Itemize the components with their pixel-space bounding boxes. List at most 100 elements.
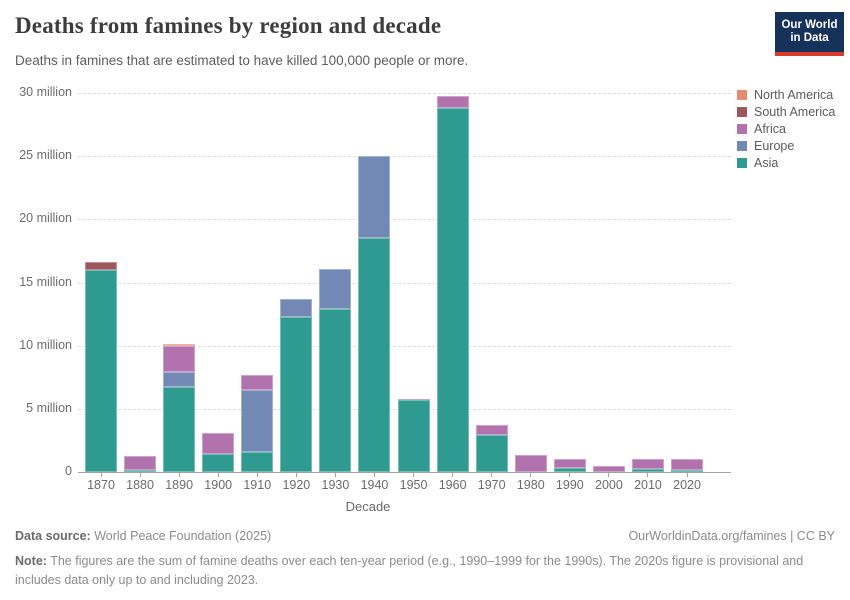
y-tick-label: 10 million (19, 337, 72, 352)
y-tick-label: 30 million (19, 85, 72, 99)
bar-segment-africa-1900[interactable] (202, 433, 235, 454)
bar-segment-asia-1910[interactable] (241, 451, 274, 472)
x-tick-label: 2010 (634, 478, 662, 492)
y-tick-label: 5 million (26, 400, 72, 415)
bar-segment-asia-1890[interactable] (163, 387, 196, 472)
bar-segment-europe-1890[interactable] (163, 372, 196, 388)
footer-note: Note: The figures are the sum of famine … (15, 552, 837, 590)
owid-logo-line1: Our World (781, 19, 838, 31)
x-axis-title: Decade (345, 499, 391, 514)
legend-item-africa[interactable]: Africa (737, 120, 835, 137)
bar-segment-asia-1920[interactable] (280, 316, 313, 472)
bar-segment-africa-1910[interactable] (241, 374, 274, 390)
y-tick-label: 0 (65, 464, 72, 478)
bar-segment-africa-2020[interactable] (671, 459, 704, 471)
legend-label: South America (754, 104, 836, 119)
legend-item-asia[interactable]: Asia (737, 154, 835, 171)
bar-segment-asia-1970[interactable] (475, 435, 508, 472)
legend-swatch (737, 140, 747, 151)
gridline (78, 345, 731, 347)
data-source: Data source: World Peace Foundation (202… (15, 529, 271, 543)
bar-segment-africa-1880[interactable] (124, 455, 157, 471)
x-tick-label: 1930 (321, 478, 350, 492)
bar-segment-europe-1910[interactable] (241, 389, 274, 452)
x-tick-label: 1950 (399, 478, 428, 492)
x-tick-label: 1990 (555, 478, 584, 492)
bar-segment-africa-2010[interactable] (631, 458, 664, 470)
attribution-link[interactable]: OurWorldinData.org/famines | CC BY (628, 529, 835, 543)
x-tick-mark (569, 473, 571, 477)
legend-item-europe[interactable]: Europe (737, 137, 835, 154)
legend-item-south-america[interactable]: South America (737, 103, 835, 120)
bar-segment-europe-1930[interactable] (319, 268, 352, 310)
x-tick-mark (608, 473, 610, 477)
x-tick-label: 1970 (477, 478, 506, 492)
x-tick-label: 1960 (438, 478, 467, 492)
bar-segment-asia-1940[interactable] (358, 238, 391, 472)
x-tick-mark (373, 473, 375, 477)
bar-segment-europe-1920[interactable] (280, 298, 313, 317)
owid-logo-line2: in Data (790, 32, 829, 44)
x-tick-mark (178, 473, 180, 477)
gridline (78, 93, 731, 94)
bar-segment-asia-1950[interactable] (397, 399, 430, 472)
x-tick-mark (413, 473, 415, 477)
bar-segment-south-america-1870[interactable] (85, 262, 117, 270)
owid-logo[interactable]: Our World in Data (775, 12, 844, 56)
page-title: Deaths from famines by region and decade (15, 13, 442, 38)
footer-source-row: Data source: World Peace Foundation (202… (15, 529, 835, 543)
bar-segment-europe-1940[interactable] (358, 156, 391, 239)
bar-segment-asia-1960[interactable] (436, 108, 469, 472)
legend-label: Asia (754, 155, 779, 170)
x-tick-mark (334, 473, 336, 477)
legend-label: Europe (754, 138, 795, 153)
gridline (78, 219, 731, 221)
bar-segment-asia-2020[interactable] (671, 470, 704, 472)
bar-segment-north-america-1890[interactable] (163, 343, 196, 347)
x-tick-label: 1920 (282, 478, 311, 492)
x-tick-label: 1980 (516, 478, 545, 492)
legend-label: Africa (754, 121, 786, 136)
bar-segment-africa-1950[interactable] (397, 398, 430, 400)
x-tick-mark (647, 473, 649, 477)
chart-subtitle: Deaths in famines that are estimated to … (15, 53, 469, 68)
legend-item-north-america[interactable]: North America (737, 86, 835, 103)
y-tick-label: 25 million (19, 148, 72, 163)
x-tick-label: 2000 (595, 478, 623, 492)
bar-segment-africa-1890[interactable] (163, 346, 196, 373)
y-tick-label: 20 million (19, 211, 72, 226)
legend-swatch (737, 123, 747, 134)
bar-segment-asia-1990[interactable] (553, 468, 586, 472)
legend-swatch (737, 157, 747, 168)
gridline (78, 282, 731, 284)
bar-segment-asia-2010[interactable] (631, 469, 664, 472)
bar-segment-africa-1960[interactable] (436, 96, 469, 109)
legend-swatch (737, 89, 747, 100)
bar-segment-asia-1900[interactable] (202, 453, 235, 472)
x-tick-mark (530, 473, 532, 477)
x-tick-label: 2020 (673, 478, 701, 492)
legend: North America South America Africa Europe As… (737, 86, 835, 171)
y-tick-label: 15 million (19, 274, 72, 289)
x-tick-mark (686, 473, 688, 477)
bar-segment-africa-1990[interactable] (553, 459, 586, 469)
data-source-label: Data source: (15, 529, 91, 543)
x-tick-mark (452, 473, 454, 477)
bar-segment-asia-1870[interactable] (85, 269, 117, 472)
legend-swatch (737, 106, 747, 117)
x-tick-mark (256, 473, 258, 477)
x-tick-mark (491, 473, 493, 477)
x-tick-mark (100, 473, 102, 477)
x-tick-label: 1940 (360, 478, 389, 492)
x-tick-mark (295, 473, 297, 477)
bar-segment-asia-1930[interactable] (319, 309, 352, 472)
bar-segment-africa-2000[interactable] (592, 466, 625, 472)
bar-segment-asia-1880[interactable] (124, 470, 157, 472)
legend-label: North America (754, 87, 834, 102)
x-tick-label: 1910 (243, 478, 272, 492)
x-tick-label: 1870 (87, 478, 115, 492)
bar-segment-africa-1970[interactable] (475, 425, 508, 436)
bar-segment-africa-1980[interactable] (514, 454, 547, 472)
x-axis-line (78, 472, 731, 473)
